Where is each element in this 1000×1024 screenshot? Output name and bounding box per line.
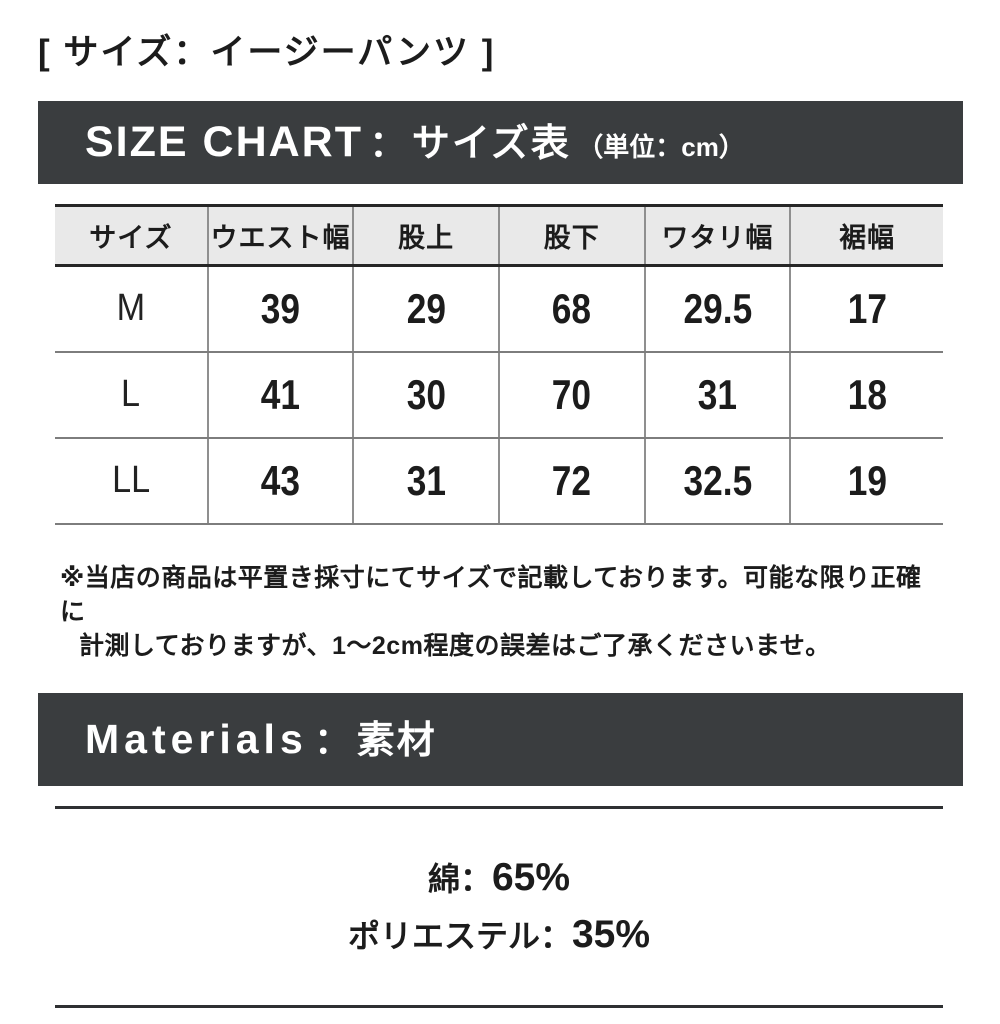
- materials-banner-en: Materials: [85, 715, 308, 762]
- size-chart-banner-separator: ：: [369, 123, 406, 164]
- measurement-note-line2: 計測しておりますが、1〜2cm程度の誤差はご了承くださいませ。: [79, 631, 831, 660]
- size-cell: M: [55, 265, 208, 353]
- value-cell: 39: [206, 265, 354, 353]
- size-chart-banner: SIZE CHART ： サイズ表 （単位：cm）: [38, 101, 963, 184]
- materials-banner-ja: 素材: [356, 719, 437, 762]
- material-separator: ：: [459, 860, 492, 897]
- size-chart-banner-ja: サイズ表: [411, 123, 571, 165]
- material-item-cotton: 綿：65%: [55, 849, 943, 906]
- value-cell: 68: [497, 265, 645, 353]
- column-header-waist: ウエスト幅: [206, 204, 354, 267]
- measurement-note: ※当店の商品は平置き採寸にてサイズで記載しております。可能な限り正確に 計測して…: [60, 561, 945, 663]
- column-header-thigh: ワタリ幅: [643, 204, 791, 267]
- materials-divider-top: [55, 805, 943, 809]
- size-guide-page: [ サイズ：イージーパンツ ] SIZE CHART ： サイズ表 （単位：cm…: [0, 24, 1000, 1008]
- size-chart-banner-en: SIZE CHART: [85, 118, 363, 166]
- column-header-hem: 裾幅: [789, 204, 943, 267]
- column-header-inseam: 股下: [497, 204, 645, 267]
- value-cell: 18: [789, 351, 943, 439]
- page-title: [ サイズ：イージーパンツ ]: [38, 33, 496, 72]
- value-cell: 29.5: [643, 265, 791, 353]
- size-table-header: サイズ ウエスト幅 股上 股下 ワタリ幅 裾幅: [55, 204, 943, 267]
- value-cell: 72: [497, 437, 645, 525]
- material-value: 65%: [491, 855, 571, 899]
- value-cell: 31: [643, 351, 791, 439]
- value-cell: 30: [352, 351, 499, 439]
- column-header-rise: 股上: [352, 204, 499, 267]
- table-row-ll: LL 43 31 72 32.5 19: [55, 437, 943, 525]
- value-cell: 43: [206, 437, 354, 525]
- materials-banner: Materials ： 素材: [38, 692, 963, 786]
- value-cell: 70: [497, 351, 645, 439]
- materials-divider-bottom: [55, 1004, 943, 1008]
- size-cell: L: [55, 351, 208, 439]
- value-cell: 29: [352, 265, 499, 353]
- material-item-polyester: ポリエステル：35%: [55, 906, 943, 963]
- size-cell: LL: [55, 437, 208, 525]
- material-label: 綿: [427, 860, 460, 897]
- table-row-l: L 41 30 70 31 18: [55, 351, 943, 439]
- materials-banner-separator: ：: [314, 719, 351, 761]
- table-row-m: M 39 29 68 29.5 17: [55, 265, 943, 353]
- size-table: サイズ ウエスト幅 股上 股下 ワタリ幅 裾幅 M 39 29 68 29.5 …: [55, 204, 943, 525]
- size-chart-unit-note: （単位：cm）: [577, 132, 745, 162]
- material-separator: ：: [539, 917, 572, 954]
- material-label: ポリエステル: [347, 917, 540, 954]
- measurement-note-line1: ※当店の商品は平置き採寸にてサイズで記載しております。可能な限り正確に: [60, 563, 922, 626]
- header-row: サイズ ウエスト幅 股上 股下 ワタリ幅 裾幅: [55, 204, 943, 267]
- value-cell: 31: [352, 437, 499, 525]
- value-cell: 41: [206, 351, 354, 439]
- column-header-size: サイズ: [55, 204, 208, 267]
- material-value: 35%: [571, 912, 651, 956]
- materials-list: 綿：65% ポリエステル：35%: [55, 849, 943, 963]
- value-cell: 17: [789, 265, 943, 353]
- value-cell: 19: [789, 437, 943, 525]
- value-cell: 32.5: [643, 437, 791, 525]
